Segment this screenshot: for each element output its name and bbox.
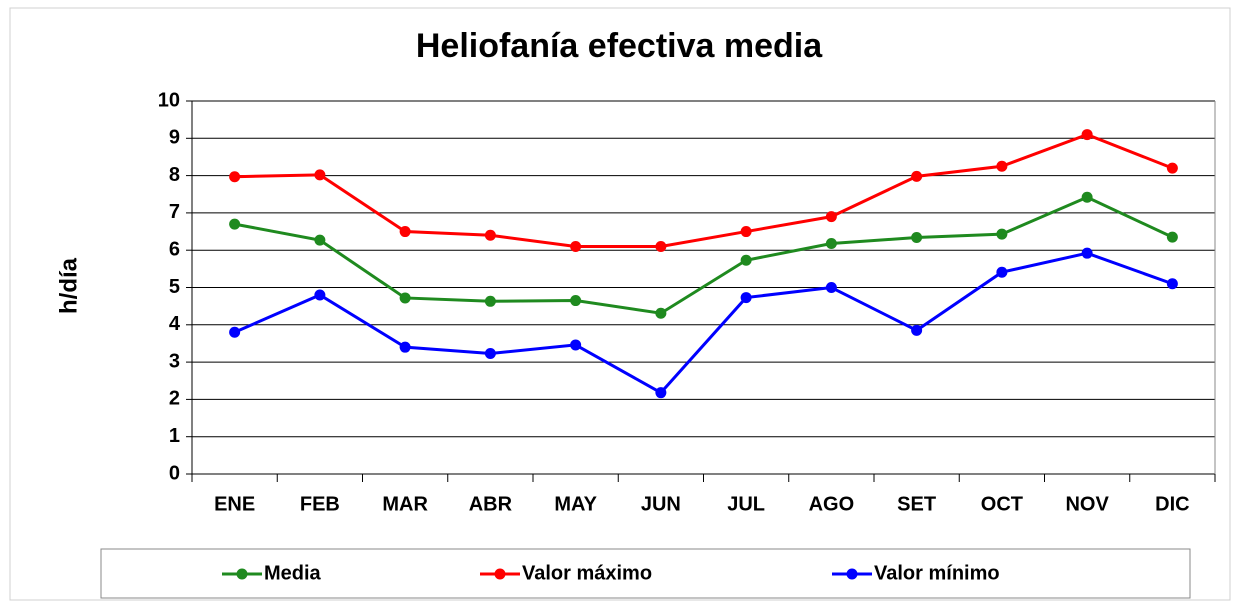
y-tick-label: 5 xyxy=(169,276,180,298)
data-point xyxy=(314,289,326,301)
series-line xyxy=(234,195,1174,315)
x-tick-label: MAR xyxy=(382,493,428,515)
x-tick-label: JUL xyxy=(727,493,765,515)
data-point xyxy=(484,348,496,360)
y-axis-label: h/día xyxy=(55,257,82,314)
x-tick-label: NOV xyxy=(1065,493,1109,515)
data-point xyxy=(229,171,241,183)
y-tick-label: 10 xyxy=(158,89,180,111)
chart-title: Heliofanía efectiva media xyxy=(416,27,823,65)
x-tick-label: ENE xyxy=(214,493,255,515)
x-tick-label: MAY xyxy=(554,493,597,515)
data-point xyxy=(484,295,496,307)
x-tick-label: DIC xyxy=(1155,493,1189,515)
legend-marker xyxy=(494,568,506,580)
series-line xyxy=(234,132,1173,248)
data-point xyxy=(740,254,752,266)
data-point xyxy=(314,169,326,181)
chart-border xyxy=(9,7,1231,601)
data-point xyxy=(570,240,582,252)
legend-marker xyxy=(846,568,858,580)
y-tick-label: 3 xyxy=(169,350,180,372)
data-point xyxy=(740,226,752,238)
data-point xyxy=(570,339,582,351)
data-point xyxy=(825,282,837,293)
x-tick-label: JUN xyxy=(641,493,681,515)
data-point xyxy=(655,387,667,399)
data-point xyxy=(314,234,326,246)
y-tick-label: 9 xyxy=(169,127,180,149)
data-point xyxy=(911,232,923,244)
data-point xyxy=(825,237,837,249)
y-tick-label: 7 xyxy=(169,201,180,223)
data-point xyxy=(996,160,1008,172)
data-point xyxy=(1081,129,1093,141)
data-point xyxy=(655,307,667,319)
y-tick-label: 6 xyxy=(169,238,180,260)
series-line xyxy=(234,251,1173,395)
data-point xyxy=(399,292,411,304)
data-point xyxy=(996,228,1008,240)
data-point xyxy=(1081,191,1093,203)
data-point xyxy=(911,170,923,182)
x-tick-label: AGO xyxy=(809,493,855,515)
y-tick-label: 0 xyxy=(169,462,180,484)
legend-label: Media xyxy=(264,562,322,584)
data-point xyxy=(399,341,411,353)
legend-box xyxy=(100,548,1191,599)
y-tick-label: 4 xyxy=(169,313,181,335)
data-point xyxy=(484,229,496,241)
x-tick-label: ABR xyxy=(469,493,513,515)
data-point xyxy=(655,240,667,252)
data-point xyxy=(1081,247,1093,259)
data-point xyxy=(996,266,1008,278)
y-tick-label: 8 xyxy=(169,164,180,186)
legend-label: Valor mínimo xyxy=(874,562,1000,584)
legend-marker xyxy=(236,568,248,580)
data-point xyxy=(1166,278,1178,290)
data-point xyxy=(740,292,752,304)
data-point xyxy=(229,326,241,338)
y-tick-label: 1 xyxy=(169,425,180,447)
data-point xyxy=(911,324,923,336)
data-point xyxy=(229,218,241,230)
x-tick-label: OCT xyxy=(981,493,1023,515)
data-point xyxy=(825,211,837,223)
data-point xyxy=(399,226,411,238)
x-tick-label: FEB xyxy=(300,493,340,515)
data-point xyxy=(1166,231,1178,243)
data-point xyxy=(570,295,582,307)
legend-label: Valor máximo xyxy=(522,562,652,584)
y-tick-label: 2 xyxy=(169,388,180,410)
x-tick-label: SET xyxy=(897,493,936,515)
data-point xyxy=(1166,162,1178,174)
